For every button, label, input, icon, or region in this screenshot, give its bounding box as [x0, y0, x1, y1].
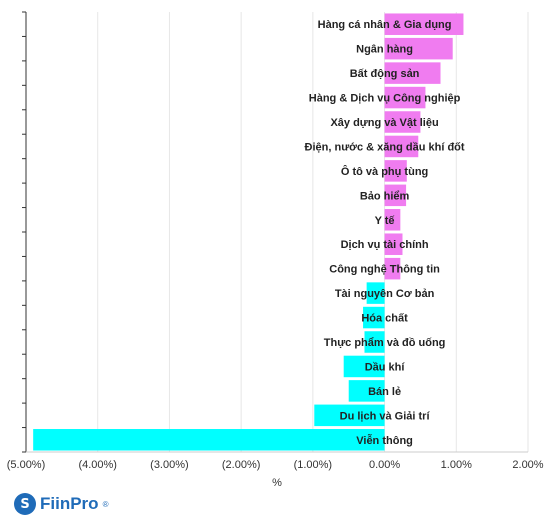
bar-label: Dầu khí — [365, 361, 406, 373]
bar — [384, 37, 453, 60]
bar — [366, 282, 385, 304]
registered-mark: ® — [102, 499, 109, 509]
bar — [343, 355, 385, 378]
bar — [384, 13, 464, 35]
bar — [384, 184, 407, 207]
bar-label: Viễn thông — [356, 434, 413, 447]
bar-label: Hàng & Dịch vụ Công nghiệp — [309, 93, 461, 105]
bar — [384, 257, 401, 280]
x-axis-title: % — [272, 477, 282, 489]
bar — [384, 111, 421, 133]
axes: (5.00%) (4.00%) (3.00%) (2.00%) (1.00%) 0.00%… — [7, 11, 544, 471]
x-tick-label: 0.00% — [369, 459, 400, 471]
x-tick-label: (2.00%) — [222, 459, 261, 471]
bar — [314, 404, 385, 427]
bar — [384, 233, 403, 255]
bar — [364, 331, 385, 353]
fiinpro-logo-icon: S — [14, 493, 36, 515]
bar — [363, 306, 385, 329]
bar-label: Thực phẩm và đồ uống — [324, 337, 446, 349]
bars: Hàng cá nhân & Gia dụng Ngân hàng Bất động… — [33, 13, 465, 451]
bar — [384, 209, 401, 231]
bar-label: Bán lẻ — [368, 386, 401, 398]
bar-label: Du lịch và Giải trí — [340, 410, 431, 422]
bar — [384, 135, 419, 158]
x-tick-label: (1.00%) — [294, 459, 333, 471]
x-tick-label: 1.00% — [441, 459, 472, 471]
bar — [384, 86, 426, 109]
bar-label: Bảo hiểm — [360, 190, 410, 202]
bar-chart: Hàng cá nhân & Gia dụng Ngân hàng Bất động… — [7, 11, 544, 489]
x-tick-label: 2.00% — [512, 459, 543, 471]
grid-lines — [25, 12, 529, 452]
bar — [384, 160, 407, 182]
x-tick-label: (3.00%) — [150, 459, 189, 471]
bar-label: Xây dựng và Vật liệu — [330, 117, 438, 129]
bar-label: Công nghệ Thông tin — [329, 264, 440, 276]
x-tick-label: (5.00%) — [7, 459, 46, 471]
logo-text: FiinPro — [40, 494, 99, 513]
bar-label: Hàng cá nhân & Gia dụng — [318, 19, 452, 31]
bar-label: Dịch vụ tài chính — [341, 239, 429, 251]
bar-label: Y tế — [375, 215, 396, 227]
bar-label: Hóa chất — [361, 313, 408, 325]
bar — [384, 62, 441, 84]
bar — [33, 429, 385, 451]
bar-label: Ngân hàng — [356, 44, 413, 56]
bar-label: Bất động sản — [350, 68, 420, 80]
x-tick-label: (4.00%) — [78, 459, 117, 471]
bar — [348, 380, 385, 402]
bar-label: Ô tô và phụ tùng — [341, 165, 428, 178]
fiinpro-logo: S FiinPro ® — [14, 493, 108, 515]
bar-label: Điện, nước & xăng dầu khí đốt — [305, 141, 465, 153]
bar-label: Tài nguyên Cơ bản — [335, 288, 435, 300]
